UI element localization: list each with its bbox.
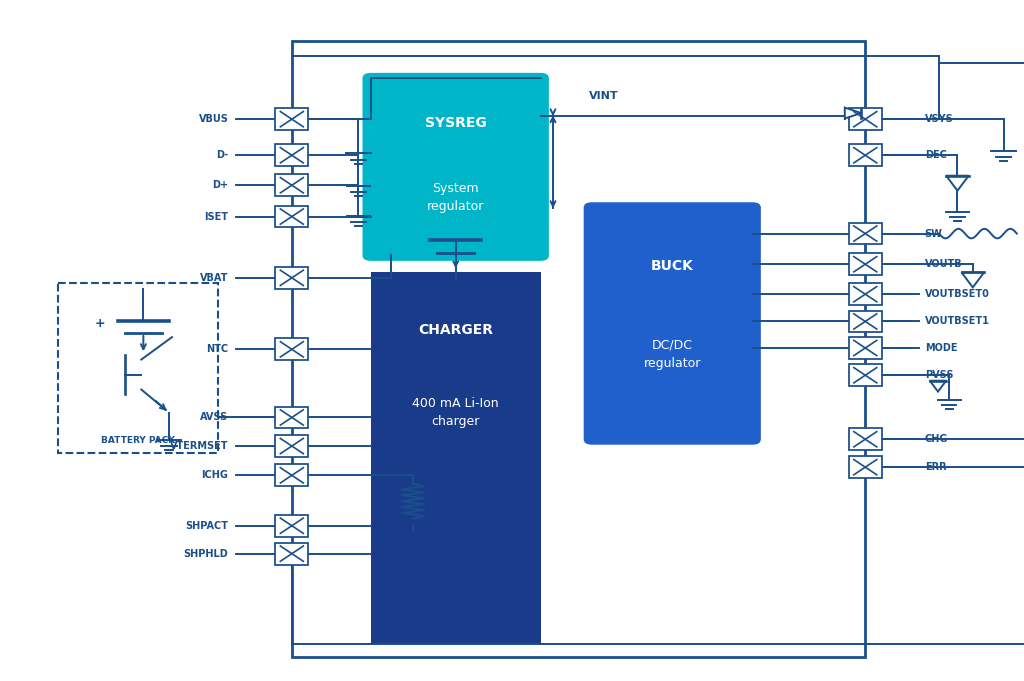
FancyBboxPatch shape — [584, 202, 761, 445]
Text: VTERMSET: VTERMSET — [170, 441, 228, 451]
Polygon shape — [930, 381, 946, 392]
Bar — [275, 464, 308, 486]
Bar — [849, 223, 882, 244]
Text: CHG: CHG — [925, 434, 948, 444]
Bar — [275, 108, 308, 130]
Text: ERR: ERR — [925, 462, 946, 472]
Text: VSYS: VSYS — [925, 114, 953, 124]
Text: ISET: ISET — [205, 212, 228, 221]
Text: SW: SW — [925, 229, 942, 238]
Bar — [275, 435, 308, 457]
Bar — [849, 456, 882, 478]
Bar — [849, 428, 882, 450]
Bar — [275, 267, 308, 289]
Text: SYSREG: SYSREG — [425, 116, 486, 129]
Text: D+: D+ — [212, 180, 228, 190]
Text: CHARGER: CHARGER — [418, 323, 494, 337]
Text: MODE: MODE — [925, 343, 957, 353]
Text: VOUTB: VOUTB — [925, 259, 963, 269]
Bar — [275, 206, 308, 227]
Text: VOUTBSET0: VOUTBSET0 — [925, 289, 989, 299]
Bar — [292, 41, 865, 657]
Text: ICHG: ICHG — [202, 471, 228, 480]
Polygon shape — [946, 176, 969, 191]
Text: PVSS: PVSS — [925, 370, 953, 380]
Bar — [58, 283, 218, 453]
Text: NTC: NTC — [206, 345, 228, 354]
Bar — [849, 311, 882, 332]
Polygon shape — [845, 108, 861, 118]
Bar — [849, 283, 882, 305]
Bar — [275, 174, 308, 196]
Text: AVSS: AVSS — [200, 413, 228, 422]
Text: VOUTBSET1: VOUTBSET1 — [925, 317, 989, 326]
Text: System
regulator: System regulator — [427, 182, 484, 213]
Bar — [849, 144, 882, 166]
Bar — [849, 337, 882, 359]
Text: SHPACT: SHPACT — [185, 521, 228, 530]
Bar — [371, 272, 541, 644]
Text: VINT: VINT — [590, 91, 618, 101]
Bar — [275, 338, 308, 360]
Text: DEC: DEC — [925, 151, 946, 160]
Bar — [849, 253, 882, 275]
FancyBboxPatch shape — [362, 73, 549, 261]
Bar — [849, 364, 882, 386]
Bar — [275, 144, 308, 166]
Bar — [849, 108, 882, 130]
Text: SHPHLD: SHPHLD — [183, 549, 228, 558]
Text: BATTERY PACK: BATTERY PACK — [101, 436, 175, 445]
Text: +: + — [95, 317, 105, 330]
Bar — [275, 407, 308, 428]
Text: DC/DC
regulator: DC/DC regulator — [643, 338, 701, 370]
Bar — [275, 515, 308, 537]
Text: VBAT: VBAT — [200, 273, 228, 283]
Text: BUCK: BUCK — [651, 259, 693, 272]
Text: 400 mA Li-Ion
charger: 400 mA Li-Ion charger — [413, 396, 499, 428]
Text: VBUS: VBUS — [199, 114, 228, 124]
Text: D-: D- — [216, 151, 228, 160]
Polygon shape — [962, 272, 984, 287]
Bar — [275, 543, 308, 565]
